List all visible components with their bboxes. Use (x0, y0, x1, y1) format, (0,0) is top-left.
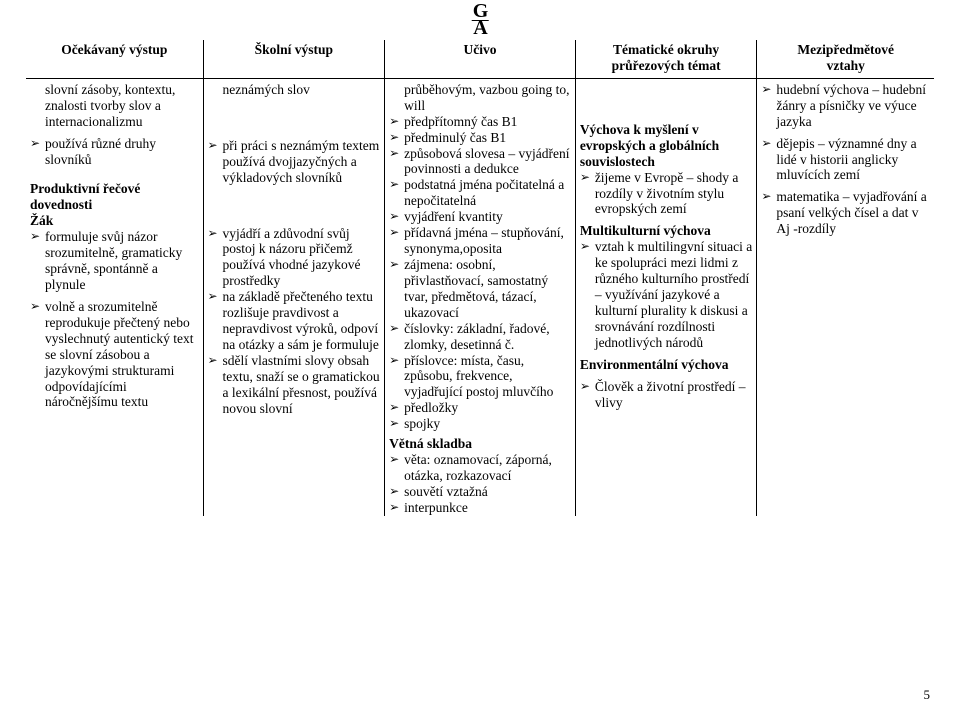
c3-b2: předminulý čas B1 (389, 130, 571, 146)
cell-topics: Výchova k myšlení v evropských a globáln… (575, 78, 757, 515)
c4-t1: Výchova k myšlení v evropských a globáln… (580, 122, 753, 170)
c4-t2: Multikulturní výchova (580, 223, 753, 239)
c1-zak: Žák (30, 213, 199, 229)
c3-b7: zájmena: osobní, přivlastňovací, samosta… (389, 257, 571, 321)
cell-subject: průběhovým, vazbou going to, will předpř… (385, 78, 576, 515)
cell-school-output: neznámých slov při práci s neznámým text… (203, 78, 385, 515)
c2-b3: na základě přečteného textu rozlišuje pr… (208, 289, 381, 353)
header-subject: Učivo (385, 40, 576, 78)
c5-b3: matematika – vyjadřování a psaní velkých… (761, 189, 930, 237)
logo-bottom: A (473, 17, 486, 39)
cell-cross-relations: hudební výchova – hudební žánry a písnič… (757, 78, 934, 515)
c3-b13: souvětí vztažná (389, 484, 571, 500)
c4-b3: Člověk a životní prostředí – vlivy (580, 379, 753, 411)
c3-b5: vyjádření kvantity (389, 209, 571, 225)
c3-b14: interpunkce (389, 500, 571, 516)
c2-b1: při práci s neznámým textem používá dvoj… (208, 138, 381, 186)
header-expected-output: Očekávaný výstup (26, 40, 203, 78)
c1-intro: slovní zásoby, kontextu, znalosti tvorby… (30, 82, 199, 130)
curriculum-table: Očekávaný výstup Školní výstup Učivo Tém… (26, 40, 934, 516)
c1-b3: volně a srozumitelně reprodukuje přečten… (30, 299, 199, 410)
c4-b1: žijeme v Evropě – shody a rozdíly v živo… (580, 170, 753, 218)
header-school-output: Školní výstup (203, 40, 385, 78)
c1-b1: používá různé druhy slovníků (30, 136, 199, 168)
cell-expected-output: slovní zásoby, kontextu, znalosti tvorby… (26, 78, 203, 515)
c4-t3: Environmentální výchova (580, 357, 753, 373)
c2-b4: sdělí vlastními slovy obsah textu, snaží… (208, 353, 381, 417)
c3-intro: průběhovým, vazbou going to, will (389, 82, 571, 114)
c3-b10: předložky (389, 400, 571, 416)
c3-b4: podstatná jména počitatelná a nepočitate… (389, 177, 571, 209)
c3-vetna-title: Větná skladba (389, 436, 571, 452)
header-topics: Tématické okruhyprůřezových témat (575, 40, 757, 78)
c1-b2: formuluje svůj názor srozumitelně, grama… (30, 229, 199, 293)
header-cross-relations: Mezipředmětovévztahy (757, 40, 934, 78)
c2-b2: vyjádří a zdůvodní svůj postoj k názoru … (208, 226, 381, 290)
c3-b3: způsobová slovesa – vyjádření povinnosti… (389, 146, 571, 178)
c5-b1: hudební výchova – hudební žánry a písnič… (761, 82, 930, 130)
page-number: 5 (924, 687, 931, 703)
c3-b8: číslovky: základní, řadové, zlomky, dese… (389, 321, 571, 353)
c3-b9: příslovce: místa, času, způsobu, frekven… (389, 353, 571, 401)
c1-produktivni: Produktivní řečové dovednosti (30, 181, 199, 213)
c3-b11: spojky (389, 416, 571, 432)
c2-intro: neznámých slov (208, 82, 381, 98)
logo: G A (472, 4, 489, 36)
c3-b12: věta: oznamovací, záporná, otázka, rozka… (389, 452, 571, 484)
c5-b2: dějepis – významné dny a lidé v historii… (761, 136, 930, 184)
c3-b1: předpřítomný čas B1 (389, 114, 571, 130)
c3-b6: přídavná jména – stupňování, synonyma,op… (389, 225, 571, 257)
c4-b2: vztah k multilingvní situaci a ke spolup… (580, 239, 753, 350)
